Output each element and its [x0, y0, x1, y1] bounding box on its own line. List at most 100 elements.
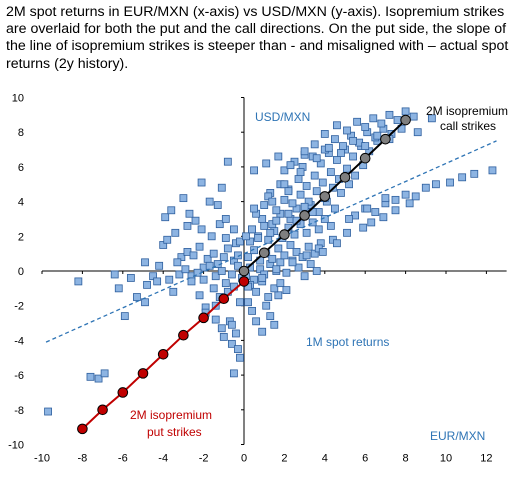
spot-return-point	[330, 135, 339, 144]
put-strike-point	[117, 387, 129, 398]
spot-return-point	[266, 228, 275, 237]
spot-return-point	[248, 307, 256, 315]
put-strike-point	[238, 276, 250, 287]
spot-return-point	[343, 164, 351, 173]
spot-return-point	[314, 225, 323, 234]
spot-return-point	[44, 407, 52, 416]
spot-return-point	[248, 225, 256, 234]
y-tick-label: -8	[14, 405, 24, 417]
y-tick-label: -6	[14, 370, 24, 382]
spot-return-point	[250, 275, 259, 284]
spot-return-point	[205, 261, 214, 270]
spot-return-point	[369, 114, 378, 123]
spot-return-point	[209, 249, 218, 258]
spot-return-point	[141, 298, 149, 307]
spot-return-point	[262, 159, 271, 168]
spot-return-point	[217, 183, 226, 192]
spot-return-point	[159, 241, 168, 249]
y-tick-label: 4	[18, 197, 24, 209]
spot-return-point	[234, 261, 242, 270]
spot-return-point	[296, 168, 305, 177]
spot-return-point	[333, 121, 341, 130]
spot-return-point	[234, 345, 242, 353]
spot-return-point	[284, 187, 293, 196]
spot-return-point	[361, 123, 370, 131]
spot-return-point	[296, 190, 305, 199]
spot-return-point	[270, 320, 279, 329]
spot-return-point	[155, 261, 164, 270]
spot-return-point	[264, 293, 273, 301]
spot-return-point	[211, 315, 220, 324]
spot-return-point	[100, 369, 109, 378]
spot-return-point	[242, 232, 250, 241]
spot-return-point	[326, 168, 335, 177]
spot-return-point	[191, 216, 200, 225]
spot-return-point	[236, 298, 244, 307]
spot-return-point	[333, 156, 341, 164]
spot-return-point	[143, 280, 151, 289]
spot-return-point	[409, 112, 418, 121]
spot-return-point	[110, 270, 119, 279]
spot-return-point	[330, 204, 339, 213]
spot-return-point	[401, 107, 410, 116]
spot-return-point	[371, 208, 380, 216]
x-tick-label: -6	[118, 453, 128, 465]
spot-return-point	[229, 225, 238, 234]
spot-return-point	[300, 147, 309, 156]
spot-return-point	[244, 253, 252, 262]
spot-return-point	[227, 320, 236, 329]
spot-return-point	[294, 263, 303, 272]
spot-return-point	[153, 277, 162, 286]
spot-return-point	[217, 267, 226, 275]
y-tick-label: 6	[18, 162, 24, 174]
y-axis-label: USD/MXN	[255, 110, 310, 124]
spot-return-point	[349, 152, 357, 161]
spot-return-point	[223, 157, 232, 166]
spot-return-point	[282, 268, 291, 277]
spot-return-point	[351, 171, 360, 180]
spot-return-point	[149, 272, 158, 281]
spot-return-point	[458, 173, 467, 182]
x-axis-label: EUR/MXN	[430, 429, 485, 443]
spot-return-point	[316, 159, 325, 168]
chart-caption: 2M spot returns in EUR/MXN (x-axis) vs U…	[6, 4, 509, 72]
spot-return-point	[282, 286, 291, 294]
spot-return-point	[405, 199, 414, 208]
spot-return-point	[133, 293, 141, 301]
spot-return-point	[286, 241, 295, 249]
spot-return-point	[308, 218, 317, 227]
spot-return-point	[268, 197, 277, 206]
x-tick-label: 6	[362, 453, 368, 465]
spot-return-point	[229, 369, 238, 378]
spot-return-point	[337, 149, 345, 157]
spot-return-point	[217, 324, 226, 333]
spot-return-point	[185, 209, 194, 218]
spot-return-point	[431, 180, 440, 189]
spot-return-point	[120, 312, 129, 321]
spot-return-point	[292, 248, 301, 256]
spot-return-point	[312, 154, 321, 163]
y-tick-label: 0	[18, 266, 24, 278]
spot-return-point	[221, 279, 230, 288]
spot-return-point	[274, 152, 283, 161]
spot-return-point	[294, 175, 303, 183]
spot-return-point	[377, 119, 386, 128]
spot-return-point	[195, 291, 204, 300]
spot-return-point	[177, 253, 186, 262]
spot-return-point	[280, 180, 289, 189]
y-tick-label: 10	[12, 93, 24, 105]
put-strike-point	[157, 348, 169, 360]
spot-return-point	[229, 256, 238, 265]
spot-return-point	[306, 260, 315, 268]
spot-return-point	[274, 244, 283, 253]
spot-return-point	[221, 215, 230, 223]
spot-return-point	[343, 126, 351, 135]
call-strike-point	[400, 114, 411, 126]
spot-return-point	[302, 182, 311, 190]
x-tick-label: 4	[322, 453, 328, 465]
spot-return-point	[488, 166, 497, 175]
spot-return-point	[179, 194, 188, 203]
y-tick-label: -10	[8, 440, 24, 452]
spot-return-point	[223, 244, 232, 253]
